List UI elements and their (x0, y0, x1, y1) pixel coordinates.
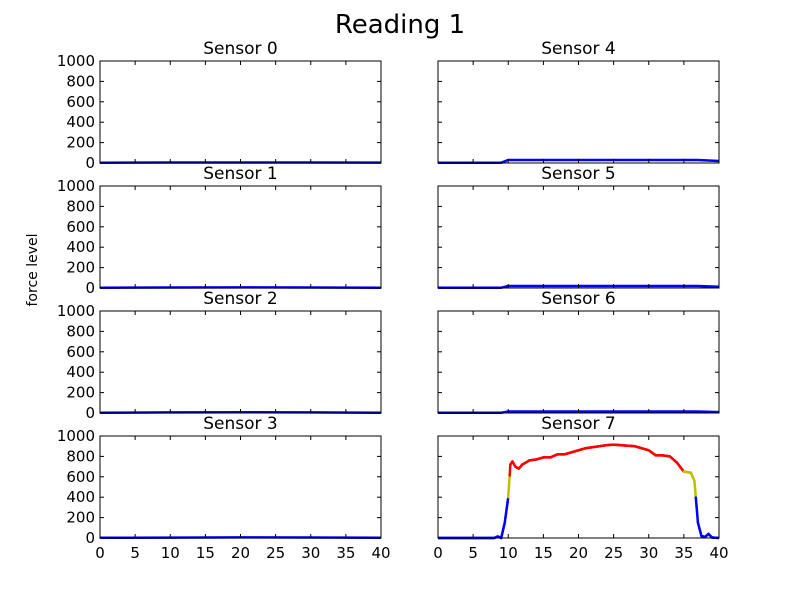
y-tick-label: 200 (66, 259, 95, 277)
y-tick-label: 1000 (57, 302, 95, 320)
subplot-sensor-4: Sensor 4 (437, 39, 720, 165)
x-tick-label: 30 (639, 544, 658, 562)
y-tick-label: 200 (66, 509, 95, 527)
subplot-title: Sensor 7 (541, 414, 616, 434)
y-tick-label: 800 (66, 322, 95, 340)
y-tick-label: 800 (66, 197, 95, 215)
series-segment (693, 479, 697, 491)
y-tick-label: 600 (66, 93, 95, 111)
series-segment (507, 474, 511, 488)
subplot-sensor-6: Sensor 6 (437, 289, 720, 415)
plot-frame (99, 185, 382, 289)
plot-frame (437, 185, 720, 289)
x-tick-label: 15 (196, 544, 215, 562)
x-tick-label: 10 (161, 544, 180, 562)
y-tick-label: 400 (66, 238, 95, 256)
subplot-sensor-2: Sensor 2 0 200 400 600 800 1000 (57, 289, 382, 422)
x-tick-label: 25 (266, 544, 285, 562)
y-tick-label: 200 (66, 384, 95, 402)
series-lines (438, 443, 719, 540)
series-segment (508, 463, 512, 477)
figure-title: Reading 1 (335, 10, 465, 40)
series-segment (693, 487, 698, 499)
subplot-title: Sensor 6 (541, 289, 616, 309)
subplot-sensor-5: Sensor 5 (437, 164, 720, 290)
y-tick-label: 400 (66, 113, 95, 131)
plot-frame (99, 310, 382, 414)
subplot-sensor-0: Sensor 0 0 200 400 600 800 1000 (57, 39, 382, 172)
x-tick-label: 10 (499, 544, 518, 562)
x-tick-label: 5 (130, 544, 140, 562)
y-tick-label: 400 (66, 363, 95, 381)
y-tick-label: 200 (66, 134, 95, 152)
subplot-sensor-7: Sensor 7 0 5 10 15 20 25 30 35 40 (433, 414, 728, 562)
x-tick-label: 5 (468, 544, 478, 562)
y-tick-label: 1000 (57, 52, 95, 70)
x-tick-label: 40 (709, 544, 728, 562)
subplot-title: Sensor 3 (203, 414, 278, 434)
y-tick-label: 0 (85, 529, 95, 547)
plot-frame (99, 435, 382, 539)
y-tick-label: 1000 (57, 427, 95, 445)
y-tick-label: 1000 (57, 177, 95, 195)
y-tick-label: 0 (85, 404, 95, 422)
y-tick-label: 600 (66, 343, 95, 361)
y-axis-label: force level (25, 234, 41, 307)
plot-frame (437, 60, 720, 164)
y-tick-label: 600 (66, 468, 95, 486)
plot-frame (99, 60, 382, 164)
subplot-sensor-1: Sensor 1 0 200 400 600 800 1000 (57, 164, 382, 297)
series-segment (695, 504, 699, 516)
x-tick-label: 20 (231, 544, 250, 562)
series-segment (507, 485, 511, 499)
y-tick-label: 0 (85, 279, 95, 297)
x-tick-label: 15 (534, 544, 553, 562)
subplot-title: Sensor 5 (541, 164, 616, 184)
y-tick-label: 800 (66, 447, 95, 465)
x-tick-label: 40 (371, 544, 390, 562)
x-tick-label: 20 (569, 544, 588, 562)
y-tick-label: 400 (66, 488, 95, 506)
x-tick-label: 0 (95, 544, 105, 562)
y-tick-label: 0 (85, 154, 95, 172)
x-tick-label: 35 (336, 544, 355, 562)
x-tick-label: 0 (433, 544, 443, 562)
y-tick-label: 800 (66, 72, 95, 90)
x-tick-label: 25 (604, 544, 623, 562)
subplot-title: Sensor 2 (203, 289, 278, 309)
series-segment (694, 496, 698, 508)
subplot-title: Sensor 0 (203, 39, 278, 59)
series-segment (695, 513, 700, 524)
y-tick-label: 600 (66, 218, 95, 236)
subplot-title: Sensor 1 (203, 164, 278, 184)
x-tick-label: 30 (301, 544, 320, 562)
x-tick-label: 35 (674, 544, 693, 562)
subplot-title: Sensor 4 (541, 39, 616, 59)
plot-frame (437, 310, 720, 414)
